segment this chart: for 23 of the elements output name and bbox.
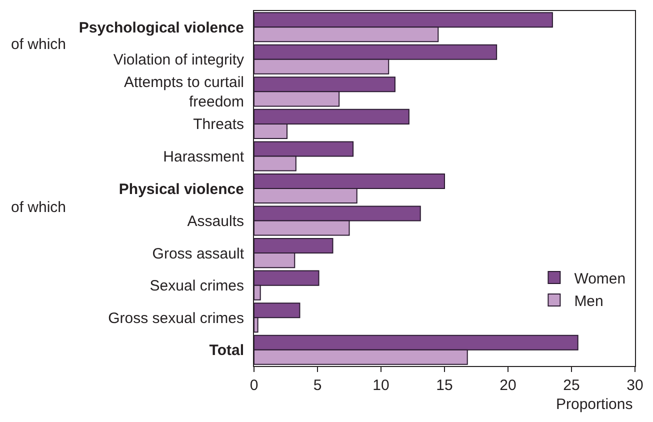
y-tick-label: Assaults: [187, 213, 244, 230]
y-tick-label: Violation of integrity: [113, 52, 244, 69]
y-tick-label: Harassment: [163, 148, 245, 166]
x-tick-label: 5: [313, 377, 322, 394]
y-tick-label: Sexual crimes: [150, 278, 244, 295]
y-tick-label: Gross assault: [152, 245, 245, 262]
text: of which: [11, 36, 66, 53]
x-axis-title: Proportions: [556, 396, 633, 413]
x-tick-label: 25: [563, 377, 580, 394]
y-tick-label: Gross sexual crimes: [108, 310, 244, 327]
y-tick-label: Threats: [193, 116, 244, 134]
y-tick-label: Attempts to curtail freedom: [124, 74, 244, 111]
x-tick-label: 15: [436, 377, 453, 394]
x-tick-label: 20: [500, 377, 516, 394]
legend-label: Men: [574, 292, 604, 310]
legend-label: Women: [574, 270, 626, 288]
x-tick-label: 10: [372, 377, 390, 394]
y-tick-label: Total: [209, 342, 244, 360]
x-tick-label: 30: [626, 377, 644, 394]
x-tick-label: 0: [250, 377, 258, 394]
y-tick-label: Physical violence: [118, 180, 244, 198]
text: of which: [11, 199, 66, 216]
y-tick-label: Psychological violence: [78, 19, 244, 36]
